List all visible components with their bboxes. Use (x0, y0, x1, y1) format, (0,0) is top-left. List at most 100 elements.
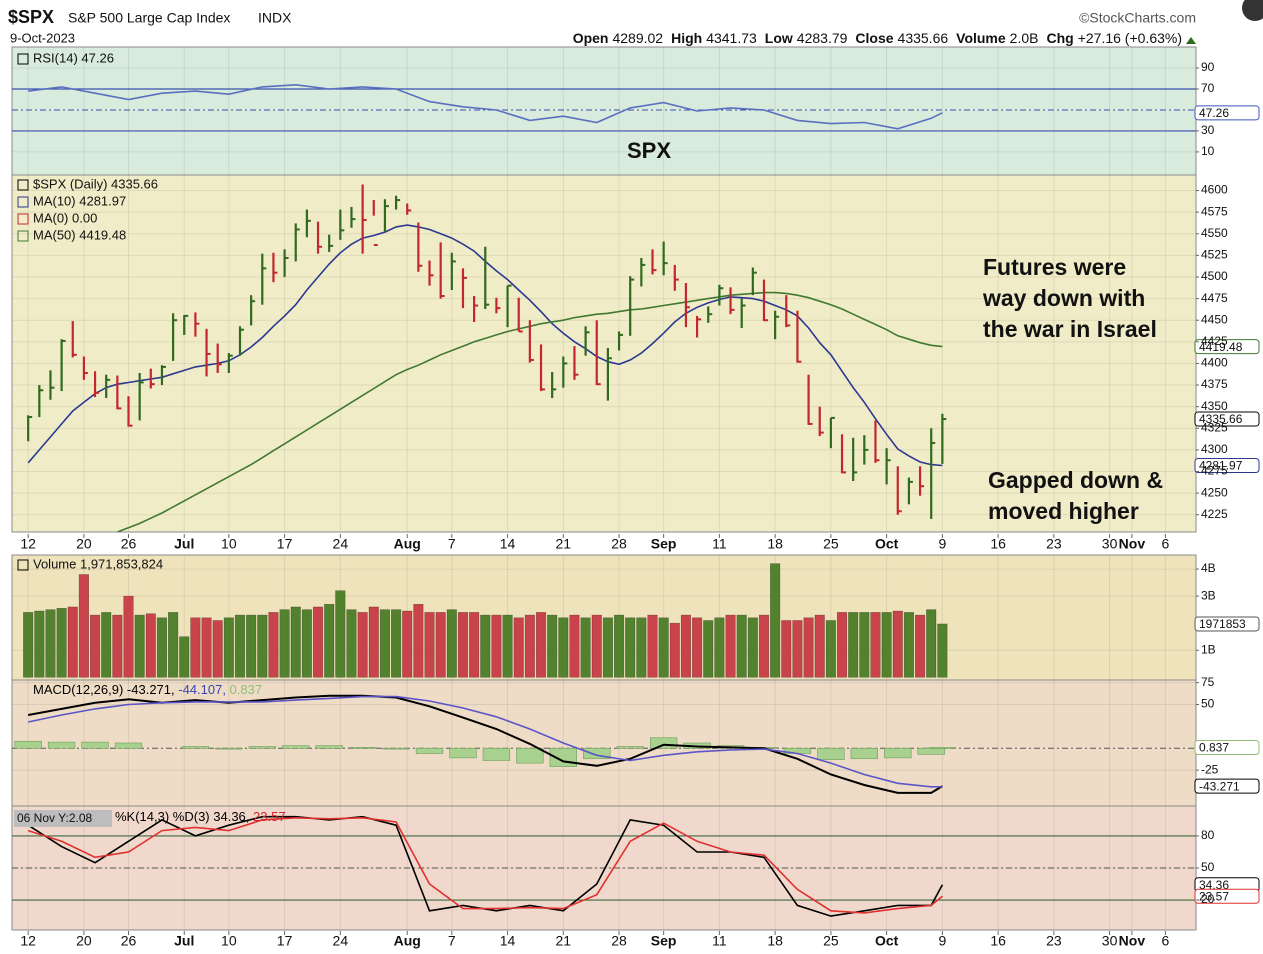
value-tag (1194, 616, 1260, 632)
series-line (28, 83, 943, 130)
y-tick-label: 4225 (1201, 507, 1228, 521)
volume-bar (34, 610, 45, 678)
histogram-bar (449, 747, 477, 759)
x-tick-label: 25 (823, 536, 839, 552)
y-tick-label: 4400 (1201, 356, 1228, 370)
histogram-bar (482, 747, 511, 761)
value-tag (1194, 888, 1260, 904)
y-tick-label: 4350 (1201, 399, 1228, 413)
x-tick-label: 18 (767, 536, 783, 552)
value-tag-label: 0.837 (1199, 741, 1229, 755)
volume-bar (736, 614, 747, 678)
volume-bar (324, 603, 335, 678)
panel: 06 Nov Y:2.08 %K(14,3) %D(3) 34.36, 23.57… (11, 805, 1260, 931)
x-tick-label: 12 (20, 933, 36, 949)
volume-bar (836, 612, 848, 678)
x-tick-label: 16 (990, 933, 1006, 949)
volume-bar (591, 614, 602, 678)
tooltip-box (14, 810, 112, 827)
volume-bar (112, 614, 123, 678)
exchange: INDX (258, 10, 292, 26)
x-tick-label: 10 (221, 933, 237, 949)
x-tick-label: Sep (651, 536, 677, 552)
x-tick-label: 14 (500, 933, 516, 949)
plot-area (12, 47, 1196, 175)
x-tick-label: 20 (76, 536, 92, 552)
volume-bar (580, 617, 591, 678)
y-tick-label: 75 (1201, 675, 1215, 689)
volume-bar (134, 614, 145, 678)
plot-area (12, 555, 1196, 680)
series-line (27, 815, 944, 917)
value-tag-label: 47.26 (1199, 106, 1229, 120)
histogram-bar (315, 745, 343, 749)
volume-bar (402, 610, 413, 678)
y-tick-label: 70 (1201, 81, 1215, 95)
y-tick-label: 4250 (1201, 485, 1228, 499)
x-tick-label: 26 (121, 933, 137, 949)
y-tick-label: -25 (1201, 762, 1219, 776)
legend-swatch (17, 213, 29, 225)
x-tick-label: 10 (221, 536, 237, 552)
x-tick-label: Oct (875, 536, 899, 552)
close-button[interactable] (1242, 0, 1263, 21)
histogram-bar (415, 747, 444, 754)
x-tick-label: 23 (1046, 933, 1062, 949)
legend-entry: MA(10) 4281.97 (33, 193, 126, 208)
volume-bar (613, 614, 625, 678)
legend-swatch (17, 559, 29, 571)
x-tick-label: 17 (277, 536, 293, 552)
x-tick-label: 9 (938, 536, 946, 552)
y-tick-label: 4300 (1201, 442, 1228, 456)
annotation: moved higher (988, 498, 1139, 524)
series-line (28, 694, 943, 794)
volume-bar (45, 609, 56, 678)
value-tag (1194, 411, 1260, 427)
x-tick-label: Nov (1119, 536, 1146, 552)
x-tick-label: 23 (1046, 536, 1062, 552)
panel: $SPX (Daily) 4335.66 MA(10) 4281.97 MA(0) … (11, 174, 1260, 533)
value-tag (1194, 778, 1260, 794)
volume-bar (725, 614, 736, 678)
annotation: way down with (982, 285, 1145, 311)
panel: Volume 1,971,853,824 1971853 (11, 554, 1260, 681)
volume-bar (424, 612, 435, 678)
legend-entry: -44.107, (175, 682, 226, 697)
volume-bar (535, 612, 547, 678)
quote-value: 4289.02 (612, 30, 663, 46)
value-tag-label: 34.36 (1199, 878, 1229, 892)
y-tick-label: 4500 (1201, 269, 1228, 283)
annotation: Gapped down & (988, 467, 1163, 493)
y-tick-label: 3B (1201, 588, 1216, 602)
x-tick-label: Aug (394, 536, 421, 552)
x-tick-label: Aug (394, 933, 421, 949)
legend-entry: MA(50) 4419.48 (33, 227, 126, 242)
histogram-bar (215, 747, 243, 750)
legend-entry: MACD(12,26,9) -43.271, (33, 682, 175, 697)
volume-bar (803, 617, 814, 678)
quote-label: Chg (1046, 30, 1073, 46)
volume-bar (770, 563, 781, 678)
quote-label: Open (573, 30, 609, 46)
value-tag-label: 1971853 (1199, 617, 1246, 631)
value-tag (1194, 740, 1260, 756)
annotation: SPX (627, 138, 671, 163)
tooltip: 06 Nov Y:2.08 (17, 811, 92, 825)
volume-bar (892, 610, 903, 678)
volume-bar (312, 606, 324, 678)
value-tag (1194, 105, 1260, 121)
quote-label: Close (855, 30, 893, 46)
histogram-bar (14, 740, 42, 749)
legend-entry: 23.57 (249, 809, 285, 824)
x-tick-label: 6 (1161, 536, 1169, 552)
histogram-bar (850, 747, 879, 760)
volume-bar (301, 609, 312, 678)
volume-bar (625, 617, 636, 678)
histogram-bar (282, 745, 310, 749)
x-tick-label: 7 (448, 933, 456, 949)
volume-bar (290, 606, 301, 678)
volume-bar (446, 609, 457, 678)
volume-bar (825, 620, 836, 678)
x-tick-label: Oct (875, 933, 899, 949)
